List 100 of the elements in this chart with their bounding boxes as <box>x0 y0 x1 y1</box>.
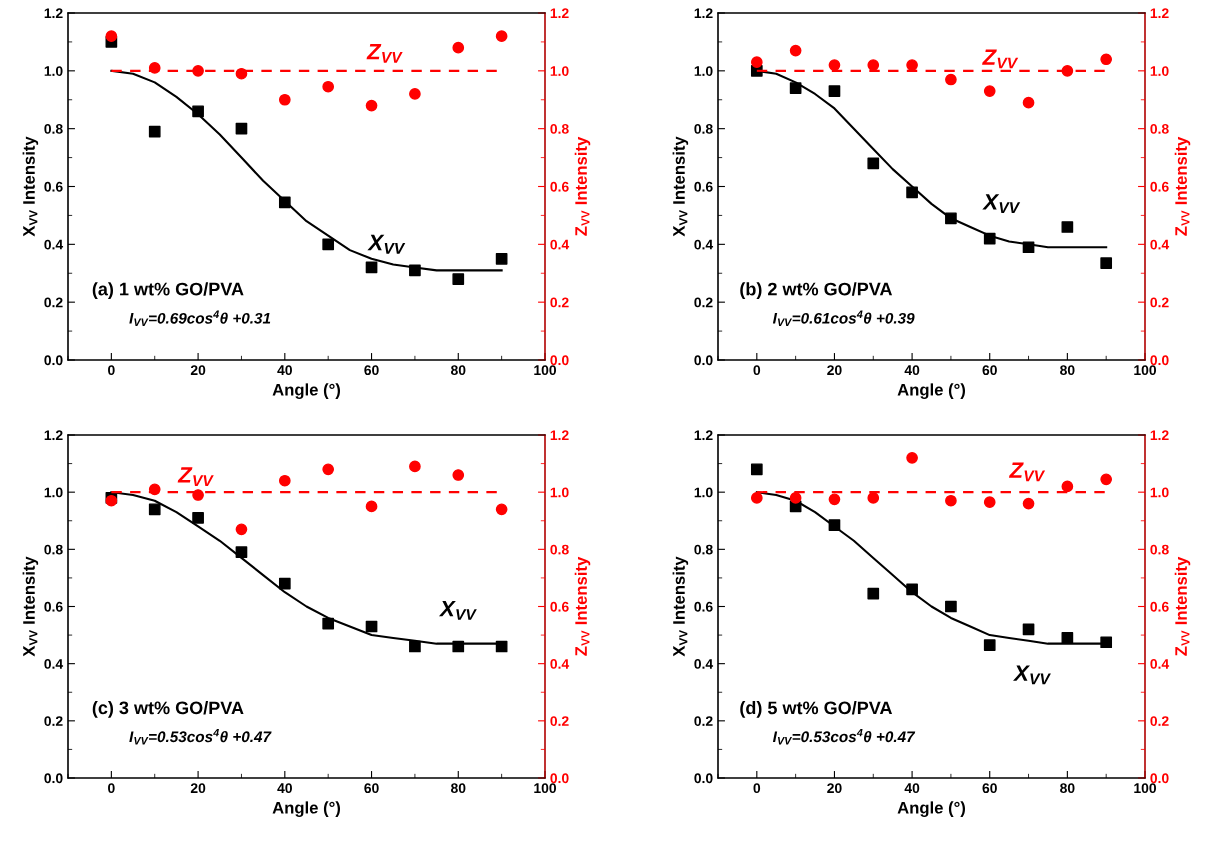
point <box>365 99 378 112</box>
point <box>452 273 465 285</box>
annotation: I$_{VV}$=0.61cos$^{4}$θ +0.39 <box>772 310 915 326</box>
x-tick-label: 80 <box>450 783 466 794</box>
x-tick-label: 20 <box>827 783 842 794</box>
y-tick-label: 0.2 <box>44 297 63 308</box>
y-tick-label: 0.0 <box>44 355 63 366</box>
point <box>365 261 378 274</box>
point <box>867 59 880 71</box>
x-tick-label: 20 <box>190 783 206 794</box>
point <box>789 82 802 95</box>
x-axis-title: Angle (°) <box>897 801 966 817</box>
y-tick-label: 0.0 <box>44 773 63 784</box>
annotation: X$_{VV}$ <box>1013 665 1051 685</box>
point <box>192 64 204 77</box>
y-tick-label: 0.8 <box>44 544 63 555</box>
point <box>365 500 378 513</box>
x-tick-label: 20 <box>190 365 206 376</box>
x-axis-title: Angle (°) <box>272 801 341 817</box>
point <box>906 59 918 71</box>
y2-axis-title: Z$_{VV}$ Intensity <box>1174 136 1191 236</box>
point <box>983 496 996 509</box>
point <box>750 492 763 504</box>
point <box>495 640 508 653</box>
y2-tick-label: 0.8 <box>550 124 569 134</box>
y-tick-label: 1.2 <box>694 430 713 441</box>
annotation: I$_{VV}$=0.53cos$^{4}$θ +0.47 <box>129 729 272 745</box>
y2-tick-label: 1.0 <box>550 487 569 498</box>
point <box>906 186 918 199</box>
x-tick-label: 80 <box>1060 783 1075 794</box>
x-tick-label: 0 <box>108 783 115 794</box>
y-tick-label: 0.6 <box>694 181 713 192</box>
point <box>983 232 996 245</box>
point <box>322 617 335 630</box>
point <box>495 30 508 42</box>
x-tick-label: 0 <box>108 365 115 376</box>
y2-tick-label: 1.0 <box>550 66 569 76</box>
y-axis-title: X$_{VV}$ Intensity <box>672 556 689 657</box>
point <box>983 639 996 651</box>
y2-tick-label: 0.0 <box>1150 773 1169 784</box>
point <box>945 212 957 225</box>
annotation: (d) 5 wt% GO/PVA <box>740 700 893 718</box>
point <box>1061 480 1074 493</box>
annotation: X$_{VV}$ <box>438 601 477 620</box>
x-tick-label: 0 <box>753 783 761 794</box>
y2-axis-title: Z$_{VV}$ Intensity <box>574 556 591 656</box>
y-tick-label: 0.2 <box>694 297 713 308</box>
y-tick-label: 0.0 <box>694 355 713 366</box>
y-tick-label: 0.6 <box>44 601 63 612</box>
annotation: Z$_{VV}$ <box>982 49 1019 69</box>
y2-tick-label: 0.8 <box>1150 544 1169 555</box>
point <box>322 238 335 251</box>
y2-tick-label: 0.4 <box>550 659 570 669</box>
y2-tick-label: 0.0 <box>1150 355 1169 366</box>
annotation: X$_{VV}$ <box>982 194 1021 214</box>
y-tick-label: 1.2 <box>44 8 63 19</box>
y2-tick-label: 1.2 <box>550 8 569 19</box>
point <box>789 492 802 504</box>
annotation: (c) 3 wt% GO/PVA <box>92 700 244 718</box>
point <box>750 56 763 69</box>
x-tick-label: 60 <box>364 783 379 794</box>
y-tick-label: 1.0 <box>694 487 713 498</box>
y-tick-label: 0.2 <box>694 716 713 726</box>
x-tick-label: 40 <box>277 783 292 794</box>
x-tick-label: 100 <box>1134 365 1157 376</box>
point <box>409 264 421 277</box>
y-tick-label: 0.8 <box>694 124 713 134</box>
point <box>278 93 291 106</box>
point <box>235 122 248 135</box>
point <box>148 503 161 516</box>
point <box>322 463 335 476</box>
y2-tick-label: 0.2 <box>550 716 569 726</box>
x-tick-label: 0 <box>753 365 761 376</box>
point <box>1061 64 1074 77</box>
y2-tick-label: 0.6 <box>1150 181 1169 192</box>
point <box>192 105 204 118</box>
point <box>495 503 508 516</box>
x-tick-label: 60 <box>982 365 997 376</box>
y-axis-title: X$_{VV}$ Intensity <box>672 136 689 237</box>
point <box>906 583 918 596</box>
x-tick-label: 20 <box>827 365 842 376</box>
y2-tick-label: 0.6 <box>1150 601 1169 612</box>
annotation: Z$_{VV}$ <box>1008 462 1046 482</box>
point <box>828 519 841 531</box>
x-tick-label: 40 <box>277 365 292 376</box>
x-tick-label: 100 <box>1134 783 1157 794</box>
y-tick-label: 0.0 <box>694 773 713 784</box>
x-axis-title: Angle (°) <box>897 383 966 399</box>
point <box>278 196 291 209</box>
y2-tick-label: 0.2 <box>1150 297 1169 308</box>
y-tick-label: 0.4 <box>44 239 64 250</box>
point <box>867 587 880 600</box>
y2-tick-label: 0.4 <box>550 239 570 250</box>
point <box>828 59 841 71</box>
annotation: I$_{VV}$=0.69cos$^{4}$θ +0.31 <box>129 310 271 326</box>
y2-tick-label: 0.0 <box>550 355 569 366</box>
point <box>983 85 996 97</box>
point <box>945 73 957 86</box>
point <box>1100 53 1113 66</box>
point <box>235 546 248 559</box>
